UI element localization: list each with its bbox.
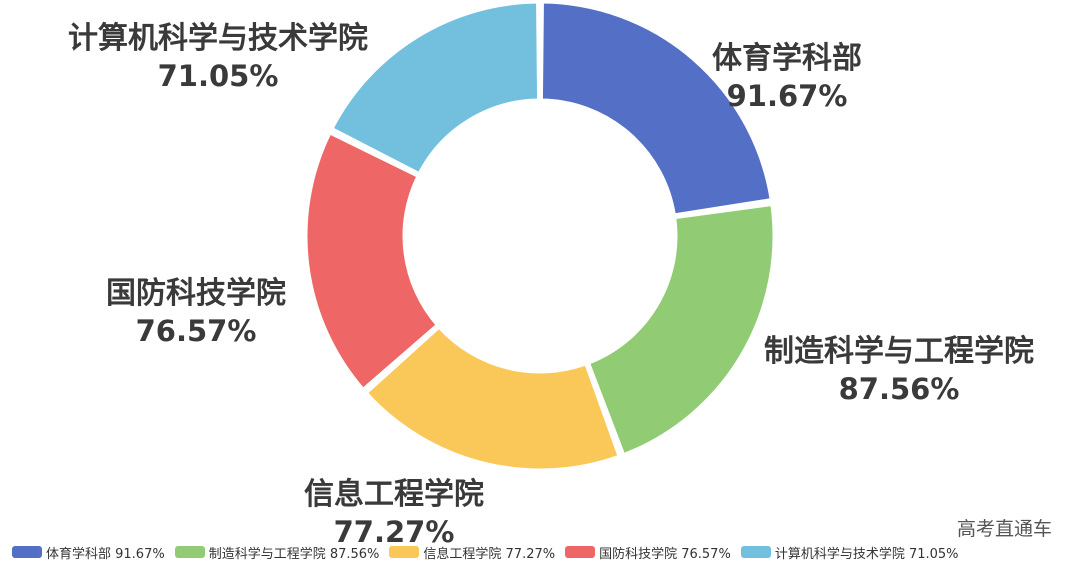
slice-label-3-name: 国防科技学院 bbox=[106, 276, 286, 311]
legend-swatch-0 bbox=[12, 546, 42, 558]
legend-swatch-3 bbox=[565, 546, 596, 558]
slice-label-1: 制造科学与工程学院 87.56% bbox=[764, 333, 1034, 407]
legend-swatch-1 bbox=[174, 546, 205, 558]
legend-label-4: 计算机科学与技术学院 71.05% bbox=[774, 546, 959, 562]
legend-label-3: 国防科技学院 76.57% bbox=[599, 546, 731, 562]
legend-item-0[interactable]: 体育学科部 91.67% bbox=[12, 543, 165, 562]
donut-slice-1[interactable] bbox=[587, 202, 776, 457]
slice-label-0: 体育学科部 91.67% bbox=[712, 40, 862, 114]
slice-label-2-value: 77.27% bbox=[333, 514, 455, 549]
slice-label-4-name: 计算机科学与技术学院 bbox=[68, 21, 368, 56]
slice-label-2-name: 信息工程学院 bbox=[304, 477, 484, 512]
slice-label-4: 计算机科学与技术学院 71.05% bbox=[68, 20, 368, 94]
legend-label-2: 信息工程学院 77.27% bbox=[423, 546, 556, 562]
legend-item-2[interactable]: 信息工程学院 77.27% bbox=[389, 543, 555, 562]
slice-label-0-value: 91.67% bbox=[726, 78, 848, 113]
chart-canvas bbox=[304, 0, 776, 472]
slice-label-1-name: 制造科学与工程学院 bbox=[764, 334, 1034, 369]
legend-item-1[interactable]: 制造科学与工程学院 87.56% bbox=[174, 543, 380, 562]
donut-slice-2[interactable] bbox=[364, 325, 621, 472]
donut-slice-3[interactable] bbox=[304, 131, 439, 391]
watermark-text: 高考直通车 bbox=[956, 518, 1052, 540]
slice-label-4-value: 71.05% bbox=[157, 58, 279, 93]
legend-swatch-2 bbox=[389, 546, 420, 558]
donut-slice-4[interactable] bbox=[330, 0, 541, 176]
chart-legend: 体育学科部 91.67% 制造科学与工程学院 87.56% 信息工程学院 77.… bbox=[12, 540, 1068, 564]
slice-label-2: 信息工程学院 77.27% bbox=[304, 476, 484, 550]
donut-slice-0[interactable] bbox=[539, 0, 773, 217]
legend-label-0: 体育学科部 91.67% bbox=[46, 546, 165, 562]
slice-label-3-value: 76.57% bbox=[135, 313, 257, 348]
legend-item-3[interactable]: 国防科技学院 76.57% bbox=[565, 543, 731, 562]
legend-label-1: 制造科学与工程学院 87.56% bbox=[208, 546, 380, 562]
legend-swatch-4 bbox=[740, 546, 771, 558]
slice-label-0-name: 体育学科部 bbox=[712, 41, 862, 76]
slice-label-1-value: 87.56% bbox=[838, 371, 960, 406]
slice-label-3: 国防科技学院 76.57% bbox=[106, 275, 286, 349]
legend-item-4[interactable]: 计算机科学与技术学院 71.05% bbox=[740, 543, 959, 562]
